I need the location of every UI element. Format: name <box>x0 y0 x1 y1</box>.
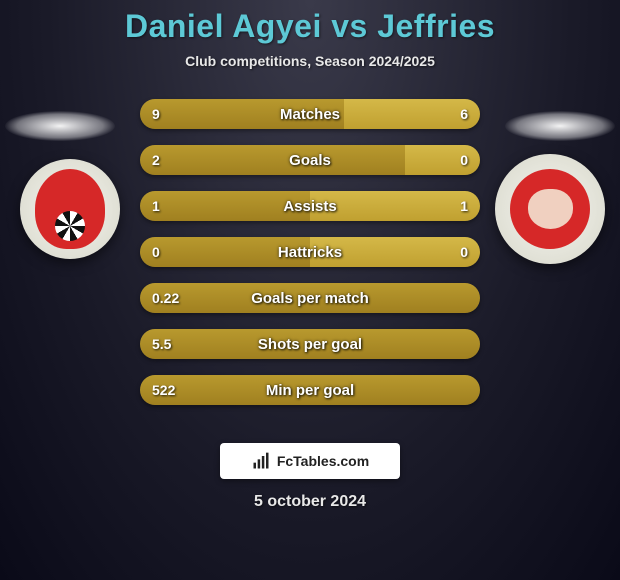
stat-row: 00Hattricks <box>140 237 480 267</box>
comparison-arena: 96Matches 20Goals 11Assists 00Hattricks 0.22… <box>0 89 620 429</box>
player1-name: Daniel Agyei <box>125 8 322 44</box>
spotlight-left <box>5 111 115 141</box>
stat-label: Goals <box>140 145 480 175</box>
stat-label: Assists <box>140 191 480 221</box>
team-crest-left <box>20 159 120 259</box>
stat-row: 11Assists <box>140 191 480 221</box>
stat-row: 5.5Shots per goal <box>140 329 480 359</box>
stat-row: 96Matches <box>140 99 480 129</box>
crest-right-emblem <box>510 169 590 249</box>
stat-label: Hattricks <box>140 237 480 267</box>
stat-bars-container: 96Matches 20Goals 11Assists 00Hattricks 0.22… <box>140 99 480 421</box>
stat-label: Min per goal <box>140 375 480 405</box>
spotlight-right <box>505 111 615 141</box>
footer-date: 5 october 2024 <box>0 493 620 511</box>
stat-label: Shots per goal <box>140 329 480 359</box>
stat-label: Matches <box>140 99 480 129</box>
brand-text: FcTables.com <box>277 453 369 469</box>
comparison-title: Daniel Agyei vs Jeffries <box>0 0 620 45</box>
stat-row: 0.22Goals per match <box>140 283 480 313</box>
stat-row: 20Goals <box>140 145 480 175</box>
player2-name: Jeffries <box>377 8 495 44</box>
crest-left-emblem <box>35 169 105 249</box>
stat-row: 522Min per goal <box>140 375 480 405</box>
subtitle: Club competitions, Season 2024/2025 <box>0 53 620 69</box>
brand-badge: FcTables.com <box>220 443 400 479</box>
vs-text: vs <box>331 8 368 44</box>
team-crest-right <box>495 154 605 264</box>
chart-icon <box>251 451 271 471</box>
stat-label: Goals per match <box>140 283 480 313</box>
